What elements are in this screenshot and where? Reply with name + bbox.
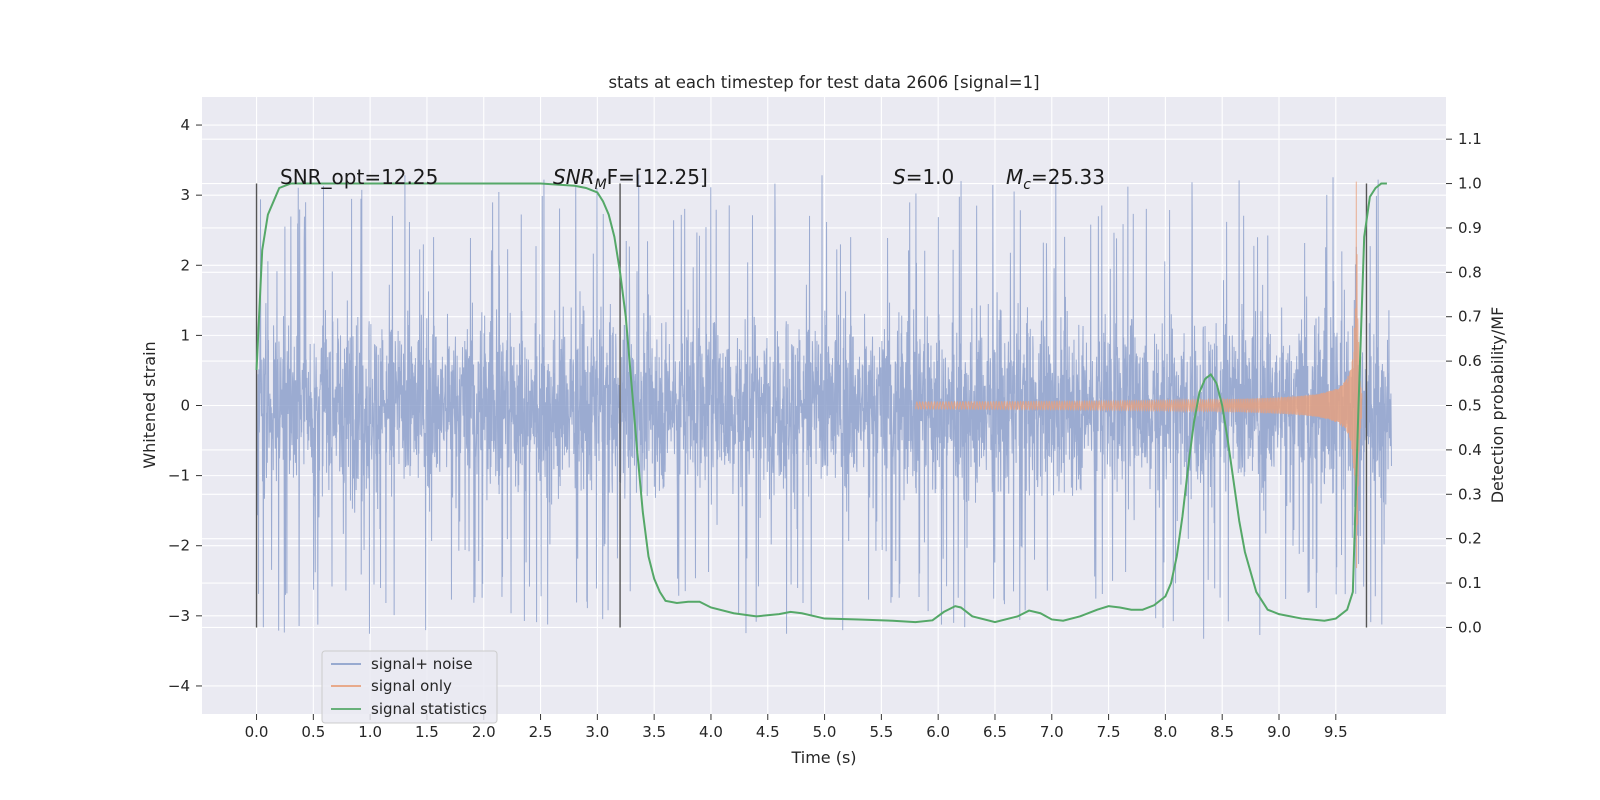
y-tick-label-left: −2 — [168, 537, 190, 555]
y-axis-label-left: Whitened strain — [140, 341, 159, 468]
annotation-snr-mf: SNRMF=[12.25] — [553, 165, 708, 193]
x-tick-label: 8.5 — [1210, 723, 1234, 741]
annotation-s-var: S — [893, 165, 906, 189]
y-tick-label-right: 0.3 — [1458, 485, 1482, 503]
series-signal-only — [914, 181, 1363, 569]
x-tick-label: 1.0 — [358, 723, 382, 741]
series-signal-plus-noise — [256, 174, 1392, 639]
y-tick-label-right: 1.1 — [1458, 130, 1482, 148]
y-tick-label-left: 0 — [180, 397, 190, 415]
x-tick-label: 0.5 — [301, 723, 325, 741]
annotation-mc-value: =25.33 — [1031, 165, 1105, 189]
x-tick-label: 9.5 — [1324, 723, 1348, 741]
y-tick-label-left: −3 — [168, 607, 190, 625]
signal-noise-line — [256, 174, 1392, 639]
annotations: SNR_opt=12.25 SNRMF=[12.25] S=1.0 Mc=25.… — [280, 165, 1105, 193]
x-tick-label: 0.0 — [245, 723, 269, 741]
annotation-mc-var: M — [1006, 165, 1023, 189]
legend-label-signal-noise: signal+ noise — [371, 655, 473, 673]
y-tick-label-left: 4 — [180, 116, 190, 134]
series-signal-statistics — [255, 182, 1387, 624]
x-tick-label: 4.5 — [756, 723, 780, 741]
y-tick-label-right: 1.0 — [1458, 175, 1482, 193]
x-tick-label: 9.0 — [1267, 723, 1291, 741]
y-tick-label-right: 0.2 — [1458, 530, 1482, 548]
x-tick-label: 8.0 — [1153, 723, 1177, 741]
x-tick-label: 3.5 — [642, 723, 666, 741]
y-tick-label-left: 2 — [180, 256, 190, 274]
y-tick-label-left: −1 — [168, 467, 190, 485]
vertical-markers — [255, 183, 1368, 628]
y-axis-ticks-left: 4 3 2 1 0 −1 −2 −3 −4 — [168, 116, 202, 695]
x-tick-label: 6.5 — [983, 723, 1007, 741]
legend-label-signal-statistics: signal statistics — [371, 700, 487, 718]
annotation-mc-sub: c — [1023, 177, 1031, 193]
x-axis-label: Time (s) — [790, 748, 856, 767]
y-axis-label-right: Detection probability/MF — [1488, 307, 1507, 504]
y-tick-label-right: 0.4 — [1458, 441, 1482, 459]
y-tick-label-left: 3 — [180, 186, 190, 204]
y-tick-label-right: 0.6 — [1458, 352, 1482, 370]
annotation-snr-mf-suffix: F=[12.25] — [607, 165, 708, 189]
annotation-snr-opt: SNR_opt=12.25 — [280, 165, 438, 189]
x-tick-label: 5.0 — [813, 723, 837, 741]
annotation-s-value: =1.0 — [906, 165, 955, 189]
y-tick-label-right: 0.0 — [1458, 618, 1482, 636]
y-tick-label-right: 0.5 — [1458, 397, 1482, 415]
legend-box — [321, 650, 498, 724]
x-tick-label: 3.0 — [585, 723, 609, 741]
y-tick-label-right: 0.7 — [1458, 308, 1482, 326]
legend: signal+ noise signal only signal statist… — [321, 650, 498, 724]
x-tick-label: 2.5 — [529, 723, 553, 741]
x-tick-label: 2.0 — [472, 723, 496, 741]
annotation-snr-mf-sub: M — [595, 177, 607, 193]
annotation-mc: Mc=25.33 — [1006, 165, 1105, 193]
signal-only-line — [914, 181, 1363, 569]
y-tick-label-right: 0.8 — [1458, 263, 1482, 281]
y-axis-ticks-right: 1.1 1.0 0.9 0.8 0.7 0.6 0.5 0.4 0.3 0.2 0.1 0.0 — [1446, 130, 1482, 636]
y-tick-label-left: −4 — [168, 677, 190, 695]
x-tick-label: 7.0 — [1040, 723, 1064, 741]
annotation-snr-mf-prefix: SNR — [553, 165, 595, 189]
annotation-s: S=1.0 — [893, 165, 954, 189]
y-tick-label-right: 0.1 — [1458, 574, 1482, 592]
x-tick-label: 4.0 — [699, 723, 723, 741]
x-tick-label: 7.5 — [1097, 723, 1121, 741]
x-axis-ticks: 0.0 0.5 1.0 1.5 2.0 2.5 3.0 3.5 4.0 4.5 5.0 5.5 6.0 6… — [245, 714, 1348, 741]
x-tick-label: 1.5 — [415, 723, 439, 741]
x-tick-label: 6.0 — [926, 723, 950, 741]
x-tick-label: 5.5 — [869, 723, 893, 741]
chart-title: stats at each timestep for test data 260… — [608, 73, 1039, 92]
y-tick-label-left: 1 — [180, 326, 190, 344]
signal-statistics-line — [255, 182, 1387, 624]
legend-label-signal-only: signal only — [371, 677, 452, 695]
y-tick-label-right: 0.9 — [1458, 219, 1482, 237]
